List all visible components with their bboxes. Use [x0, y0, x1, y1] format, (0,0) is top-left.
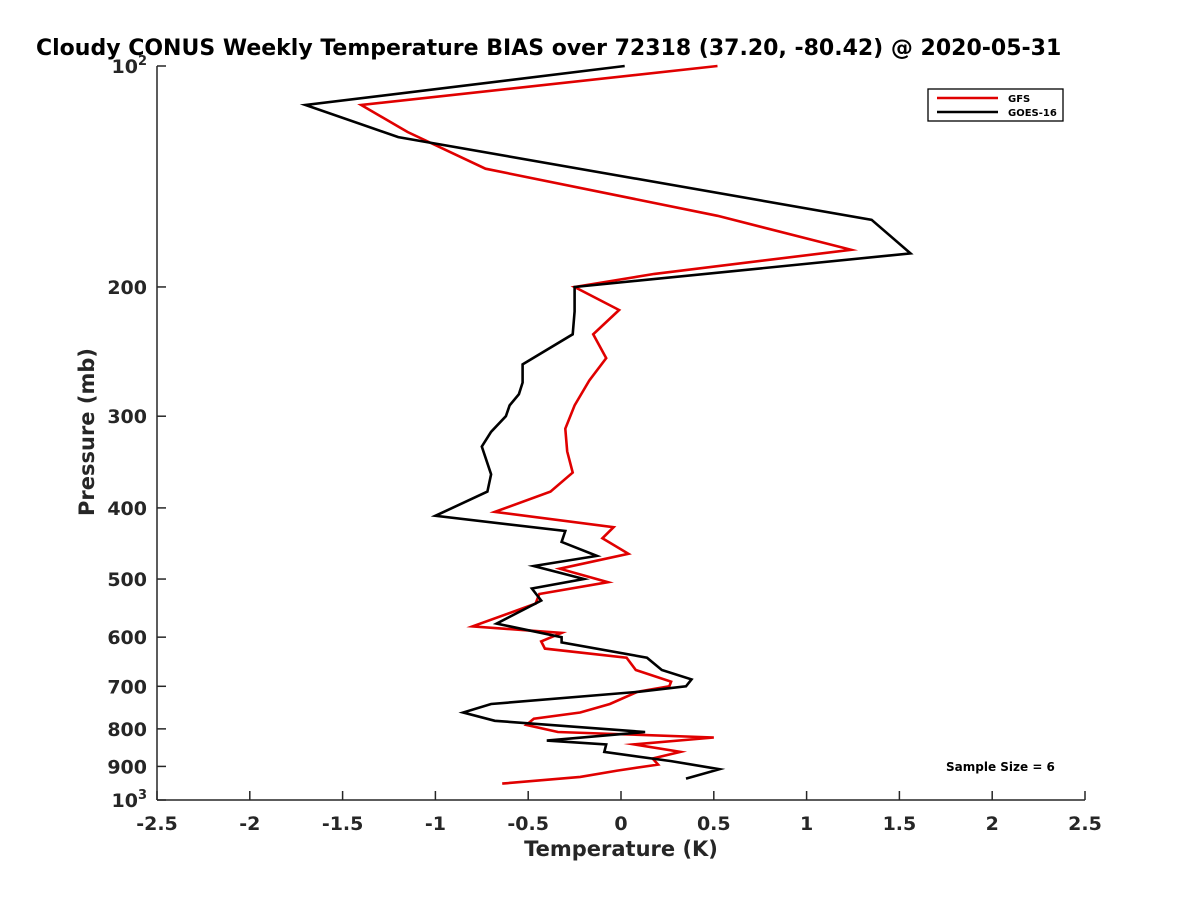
y-tick-label: 103: [112, 788, 148, 812]
plot-area: [157, 66, 1085, 800]
y-tick-label: 500: [107, 569, 147, 591]
series-line-goes-16: [299, 64, 914, 780]
x-tick-label: -2.5: [136, 813, 178, 835]
tick-labels: -2.5 -2 -1.5 -1 -0.5 0 0.5 1 1.5 2 2.5 102 200 300 400…: [107, 54, 1102, 835]
plot-background: [157, 66, 1085, 800]
x-tick-label: 2.5: [1068, 813, 1102, 835]
x-axis-label: Temperature (K): [524, 837, 718, 861]
x-tick-label: 0.5: [697, 813, 731, 835]
y-tick-label: 700: [107, 676, 147, 698]
x-tick-label: -1: [425, 813, 446, 835]
x-tick-label: 0: [614, 813, 627, 835]
axes: [156, 65, 1086, 801]
y-axis-label: Pressure (mb): [75, 348, 99, 516]
chart-title: Cloudy CONUS Weekly Temperature BIAS ove…: [36, 36, 1061, 61]
x-tick-label: 2: [986, 813, 999, 835]
x-tick-label: 1.5: [883, 813, 917, 835]
x-tick-label: -0.5: [507, 813, 549, 835]
series-layer: [299, 64, 914, 785]
y-tick-label: 300: [107, 406, 147, 428]
legend-label-gfs: GFS: [1008, 94, 1030, 105]
legend-label-goes-16: GOES-16: [1008, 108, 1057, 119]
x-tick-label: -2: [239, 813, 260, 835]
legend: GFS GOES-16: [927, 88, 1064, 122]
y-tick-label: 800: [107, 719, 147, 741]
y-tick-label: 900: [107, 756, 147, 778]
y-tick-label: 102: [112, 54, 148, 78]
y-tick-label: 600: [107, 627, 147, 649]
y-tick-label: 200: [107, 277, 147, 299]
legend-box: [927, 88, 1064, 122]
sample-size-annotation: Sample Size = 6: [946, 760, 1055, 774]
y-tick-label: 400: [107, 498, 147, 520]
x-tick-label: 1: [800, 813, 813, 835]
x-tick-label: -1.5: [322, 813, 364, 835]
